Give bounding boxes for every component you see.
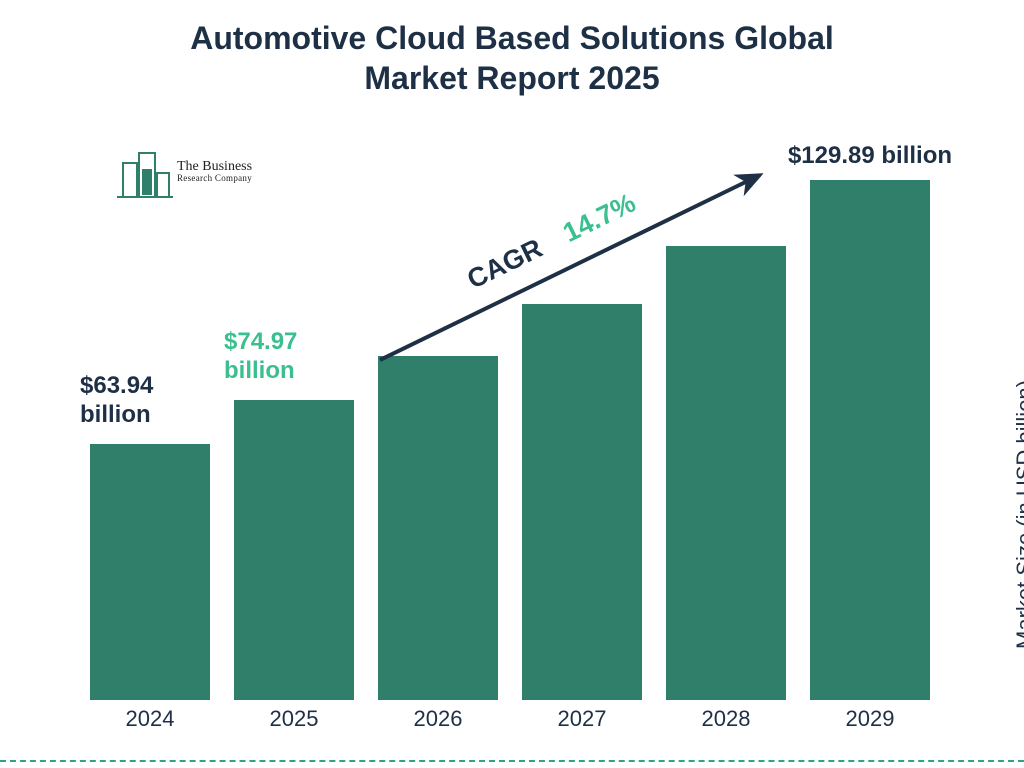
x-label-2026: 2026 bbox=[378, 706, 498, 732]
x-label-2024: 2024 bbox=[90, 706, 210, 732]
x-label-2028: 2028 bbox=[666, 706, 786, 732]
x-label-2025: 2025 bbox=[234, 706, 354, 732]
value-label-2029: $129.89 billion bbox=[770, 142, 970, 171]
value-label-2025: $74.97billion bbox=[224, 328, 374, 386]
footer-divider bbox=[0, 760, 1024, 762]
x-label-2029: 2029 bbox=[810, 706, 930, 732]
x-label-2027: 2027 bbox=[522, 706, 642, 732]
value-label-2024: $63.94billion bbox=[80, 372, 230, 430]
